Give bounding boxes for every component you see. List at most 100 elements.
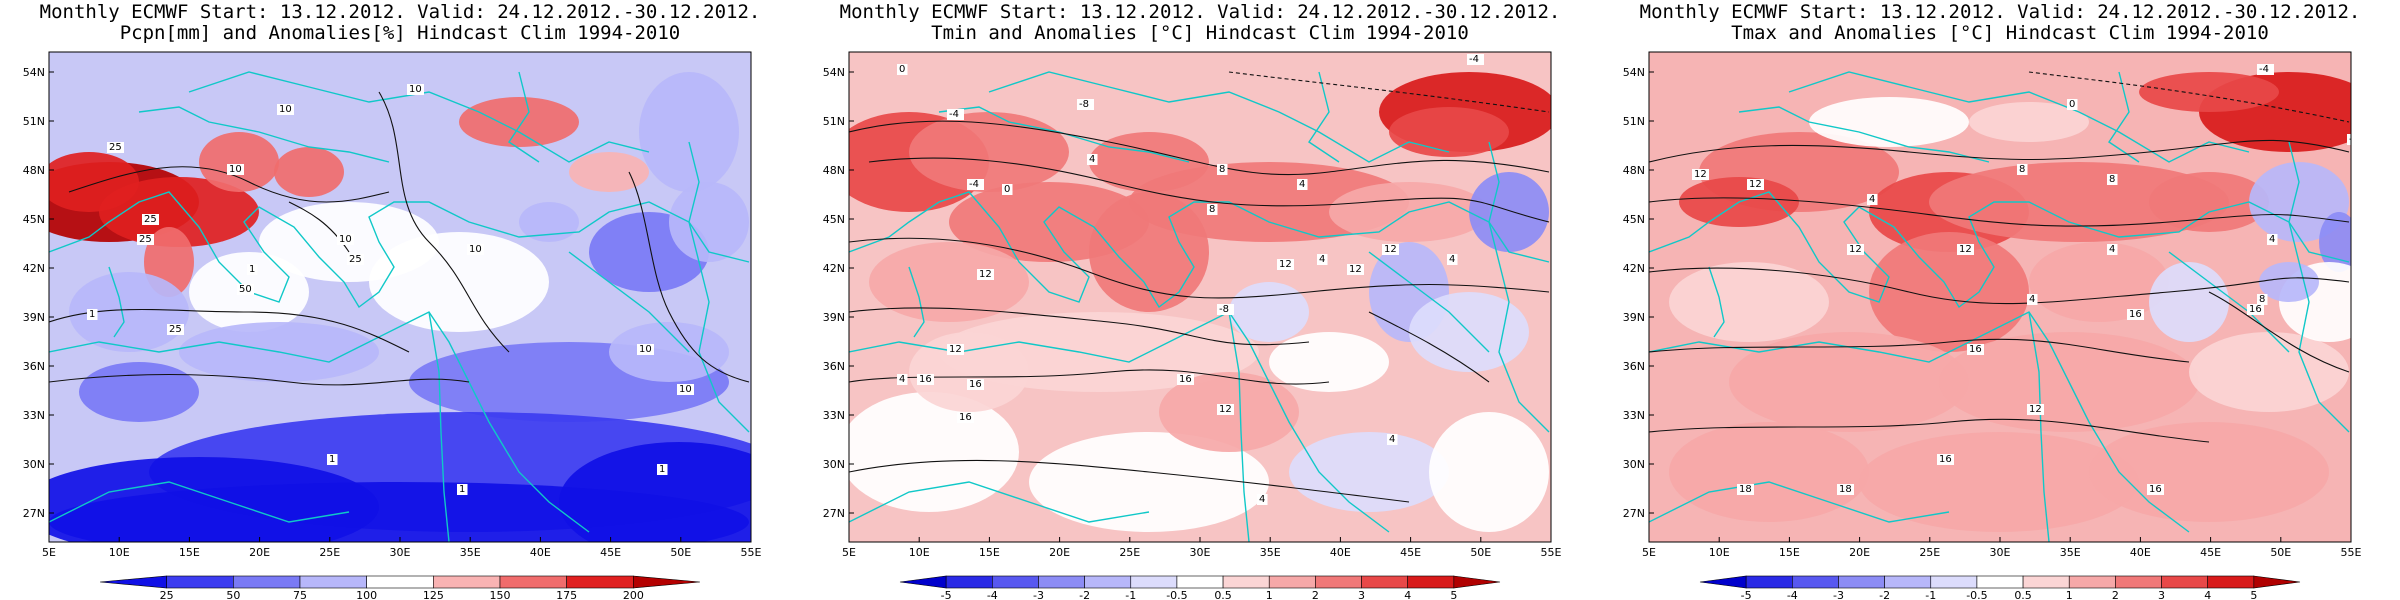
contour-label: 8 <box>1209 204 1215 215</box>
longitude-label: 25E <box>1119 546 1140 559</box>
contour-line <box>68 166 390 203</box>
coastline <box>1649 481 1950 523</box>
anomaly-shading <box>199 132 279 192</box>
colorbar-label: 3 <box>1358 589 1365 600</box>
anomaly-shading <box>2029 242 2169 322</box>
contour-label-bg <box>347 254 364 265</box>
contour-label: 25 <box>139 234 152 245</box>
panel-title-line2: Tmax and Anomalies [°C] Hindcast Clim 19… <box>1731 22 2269 44</box>
colorbar-label: 25 <box>160 589 174 600</box>
contour-label-bg <box>2347 134 2351 145</box>
colorbar-swatch <box>1453 575 1501 589</box>
anomaly-shading <box>1229 282 1309 342</box>
anomaly-shading <box>2149 262 2229 342</box>
contour-label: 4 <box>1259 494 1265 505</box>
colorbar-label: -0.5 <box>1166 589 1187 600</box>
contour-label: 12 <box>1349 264 1362 275</box>
contour-label: 4 <box>2109 244 2115 255</box>
contour-label: 10 <box>409 84 422 95</box>
longitude-label: 45E <box>1400 546 1421 559</box>
coastline <box>1368 251 1490 353</box>
contour-label-bg <box>1297 179 1308 190</box>
coastline <box>138 106 390 163</box>
latitude-label: 45N <box>823 213 845 226</box>
coastline <box>1488 141 1550 433</box>
contour-label: 1 <box>329 454 335 465</box>
contour-label-bg <box>1087 154 1098 165</box>
anomaly-shading <box>2149 172 2269 232</box>
colorbar-swatch <box>1361 575 1408 589</box>
anomaly-shading <box>1859 432 2139 532</box>
contour-label: 12 <box>1384 244 1397 255</box>
colorbar-swatch <box>1884 575 1932 589</box>
colorbar-label: -4 <box>1787 589 1798 600</box>
colorbar-swatch <box>1699 575 1747 589</box>
contour-label-bg <box>1002 184 1013 195</box>
contour-label: -4 <box>2349 134 2359 145</box>
latitude-label: 36N <box>23 360 45 373</box>
contour-label: 8 <box>2259 294 2265 305</box>
latitude-label: 27N <box>23 507 45 520</box>
longitude-label: 40E <box>530 546 551 559</box>
contour-label-bg <box>327 454 338 465</box>
contour-label-bg <box>457 484 468 495</box>
contour-label-bg <box>1217 304 1234 315</box>
contour-line <box>1649 418 2210 443</box>
coastline <box>1228 311 1250 542</box>
anomaly-shading <box>1269 332 1389 392</box>
contour-label: -4 <box>1469 54 1479 65</box>
contour-label-bg <box>967 179 984 190</box>
contour-line <box>1649 139 2350 163</box>
latitude-label: 33N <box>23 409 45 422</box>
panel-title-line1: Monthly ECMWF Start: 13.12.2012. Valid: … <box>1639 1 2361 23</box>
latitude-label: 54N <box>1623 66 1645 79</box>
contour-label-bg <box>1937 454 1954 465</box>
panel-title-line2: Tmin and Anomalies [°C] Hindcast Clim 19… <box>931 22 1469 44</box>
colorbar-swatch <box>992 575 1039 589</box>
latitude-label: 42N <box>823 262 845 275</box>
contour-label-bg <box>917 374 934 385</box>
contour-label-bg <box>1957 244 1974 255</box>
panel-title-line1: Monthly ECMWF Start: 13.12.2012. Valid: … <box>39 1 761 23</box>
colorbar-swatch <box>2207 575 2255 589</box>
colorbar-swatch <box>899 575 947 589</box>
contour-label: 50 <box>239 284 252 295</box>
contour-label-bg <box>2127 309 2144 320</box>
colorbar-swatch <box>1930 575 1978 589</box>
colorbar-label: 4 <box>2204 589 2211 600</box>
contour-label-bg <box>947 344 964 355</box>
anomaly-shading <box>519 202 579 242</box>
colorbar-swatch <box>99 575 167 589</box>
colorbar-label: 2 <box>2112 589 2119 600</box>
longitude-label: 55E <box>741 546 762 559</box>
latitude-label: 27N <box>1623 507 1645 520</box>
longitude-label: 40E <box>1330 546 1351 559</box>
colorbar-swatch <box>1038 575 1085 589</box>
contour-label-bg <box>1077 99 1094 110</box>
coastline <box>49 481 350 523</box>
contour-label-bg <box>1447 254 1458 265</box>
latitude-label: 48N <box>23 164 45 177</box>
longitude-label: 5E <box>842 546 856 559</box>
contour-label-bg <box>1317 254 1328 265</box>
latitude-label: 30N <box>823 458 845 471</box>
anomaly-shading <box>1729 332 1969 432</box>
contour-line <box>628 171 750 383</box>
colorbar-swatch <box>299 575 367 589</box>
contour-label-bg <box>2267 234 2278 245</box>
anomaly-shading <box>869 242 1029 322</box>
colorbar-swatch <box>2022 575 2070 589</box>
anomaly-shading <box>639 72 739 192</box>
contour-label: -4 <box>2259 64 2269 75</box>
anomaly-shading <box>849 392 1019 512</box>
longitude-label: 15E <box>1779 546 1800 559</box>
coastline <box>508 71 540 163</box>
colorbar-swatch <box>945 575 993 589</box>
anomaly-shading <box>99 177 259 247</box>
colorbar-label: 5 <box>2250 589 2257 600</box>
contour-line <box>868 157 1550 223</box>
colorbar-label: 5 <box>1450 589 1457 600</box>
longitude-label: 20E <box>249 546 270 559</box>
anomaly-shading <box>1869 232 2029 352</box>
contour-label: 8 <box>2019 164 2025 175</box>
